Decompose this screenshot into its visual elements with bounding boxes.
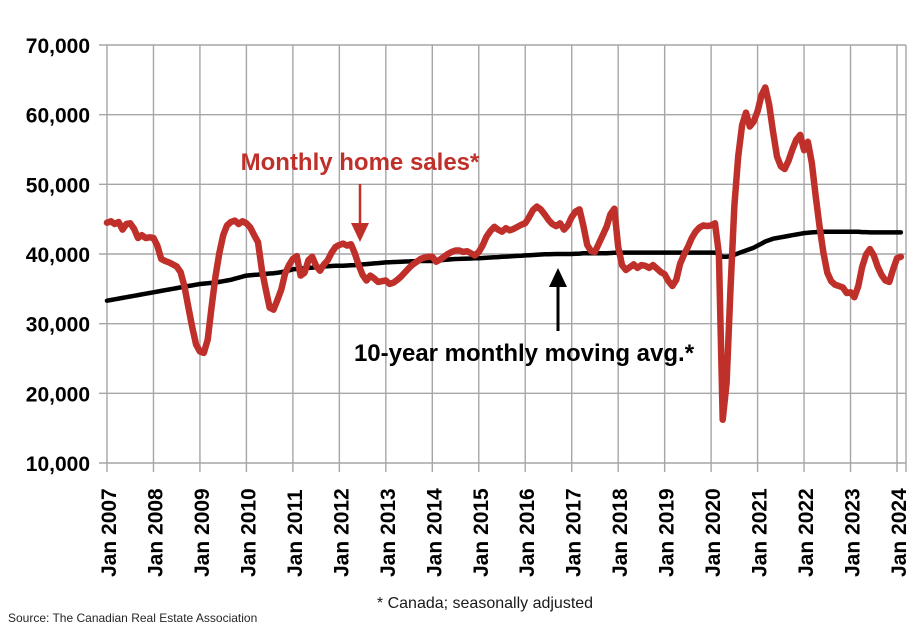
axis-label-layer: 70,000 60,000 50,000 40,000 30,000 20,000 10,0… — [26, 35, 911, 577]
x-axis-label: Jan 2018 — [609, 488, 632, 577]
x-axis-label: Jan 2023 — [842, 488, 865, 577]
grid-layer — [99, 44, 907, 472]
x-axis-label: Jan 2022 — [795, 488, 818, 577]
footnote: * Canada; seasonally adjusted — [376, 595, 594, 612]
y-axis-label: 60,000 — [26, 105, 90, 128]
x-axis-label: Jan 2019 — [656, 488, 679, 577]
x-axis-label: Jan 2014 — [423, 488, 446, 577]
x-axis-label: Jan 2007 — [98, 488, 121, 577]
x-axis-label: Jan 2024 — [888, 488, 911, 577]
x-axis-label: Jan 2013 — [377, 488, 400, 577]
up-arrow-icon — [549, 268, 567, 331]
x-axis-label: Jan 2016 — [516, 488, 539, 577]
avg-annotation: 10-year monthly moving avg.* — [354, 268, 695, 367]
x-axis-label: Jan 2017 — [563, 488, 586, 577]
x-axis-label: Jan 2012 — [330, 488, 353, 577]
y-axis-label: 50,000 — [26, 174, 90, 197]
source-attribution: Source: The Canadian Real Estate Associa… — [8, 611, 258, 625]
sales-series-label: Monthly home sales* — [241, 149, 480, 176]
y-axis-label: 10,000 — [26, 453, 90, 476]
x-axis-label: Jan 2015 — [470, 488, 493, 577]
down-arrow-icon — [351, 184, 369, 242]
x-axis-label: Jan 2010 — [237, 488, 260, 577]
sales-line — [103, 84, 905, 424]
y-axis-label: 30,000 — [26, 314, 90, 337]
sales-annotation: Monthly home sales* — [241, 149, 480, 242]
y-axis-label: 40,000 — [26, 244, 90, 267]
avg-line — [104, 229, 904, 303]
y-axis-label: 70,000 — [26, 35, 90, 58]
x-axis-label: Jan 2011 — [284, 489, 307, 577]
x-axis-label: Jan 2021 — [749, 488, 772, 577]
x-axis-label: Jan 2009 — [191, 488, 214, 577]
y-axis-label: 20,000 — [26, 383, 90, 406]
series-layer — [103, 84, 905, 424]
avg-series-label: 10-year monthly moving avg.* — [354, 340, 695, 367]
x-axis-label: Jan 2020 — [702, 488, 725, 577]
x-axis-label: Jan 2008 — [144, 488, 167, 577]
